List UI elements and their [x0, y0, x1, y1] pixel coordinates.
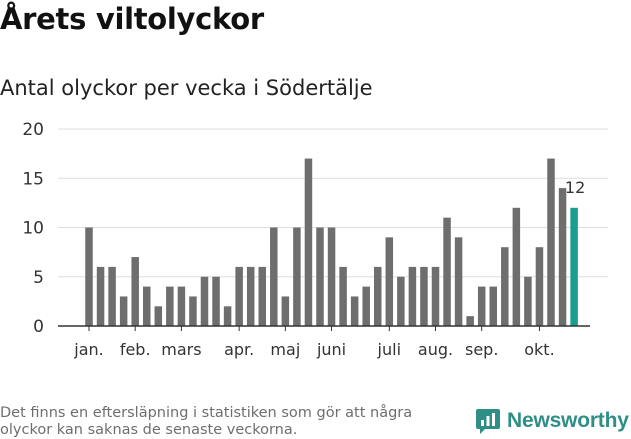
bar-week-10 — [189, 296, 197, 326]
bar-week-14 — [235, 266, 243, 326]
bar-week-12 — [212, 276, 220, 326]
month-label: juli — [377, 340, 401, 359]
bar-week-28 — [397, 276, 405, 326]
bar-week-25 — [362, 286, 370, 326]
data-label-last-week: 12 — [565, 178, 585, 197]
y-tick-label-15: 15 — [22, 169, 44, 189]
bar-week-42 — [558, 188, 567, 326]
month-label: juni — [316, 340, 346, 359]
bar-week-40 — [535, 247, 544, 326]
bar-week-11 — [200, 276, 209, 326]
bar-week-13 — [223, 306, 232, 326]
bar-week-17 — [270, 227, 278, 326]
bar-week-21 — [316, 227, 324, 326]
x-axis-labels: jan. feb. mars apr. maj juni juli aug. sep. okt. — [73, 340, 554, 359]
y-tick-label-20: 20 — [22, 120, 44, 140]
bar-week-5 — [131, 257, 139, 326]
bar-week-30 — [420, 266, 428, 326]
bar-week-29 — [408, 266, 417, 326]
bar-week-35 — [477, 286, 486, 326]
bar-week-33 — [454, 237, 463, 326]
bar-week-18 — [281, 296, 290, 326]
bar-week-38 — [512, 207, 521, 326]
month-label: mars — [161, 340, 201, 359]
bar-week-43 — [570, 207, 578, 326]
y-tick-label-10: 10 — [22, 219, 44, 239]
bar-chart: 0 5 10 15 20 jan. feb. mars apr. maj juni juli aug.… — [22, 120, 608, 359]
chart-title: Årets viltolyckor — [0, 2, 264, 36]
bar-week-37 — [501, 247, 509, 326]
bar-week-34 — [466, 316, 474, 326]
bar-week-9 — [177, 286, 186, 326]
bar-week-24 — [350, 296, 359, 326]
bar-week-7 — [154, 306, 163, 326]
y-axis-labels: 0 5 10 15 20 — [22, 120, 44, 337]
bar-week-22 — [327, 227, 336, 326]
chart-subtitle: Antal olyckor per vecka i Södertälje — [0, 76, 373, 100]
y-tick-label-5: 5 — [33, 268, 44, 288]
month-label: feb. — [120, 340, 151, 359]
bar-week-36 — [489, 286, 497, 326]
brand-name: Newsworthy — [507, 409, 629, 432]
bar-week-2 — [96, 266, 105, 326]
annotations: 12 — [565, 178, 585, 197]
bar-week-23 — [339, 266, 347, 326]
bar-week-16 — [258, 266, 266, 326]
bar-week-19 — [293, 227, 301, 326]
month-label: aug. — [418, 340, 453, 359]
bar-week-20 — [304, 158, 313, 326]
bar-week-8 — [166, 286, 174, 326]
month-label: sep. — [465, 340, 498, 359]
month-label: jan. — [73, 340, 103, 359]
month-label: okt. — [524, 340, 554, 359]
newsworthy-logo-icon — [476, 409, 500, 434]
bar-week-6 — [143, 286, 151, 326]
bar-week-15 — [246, 266, 255, 326]
bar-week-1 — [85, 227, 93, 326]
bar-week-41 — [547, 158, 555, 326]
footnote: Det finns en eftersläpning i statistiken… — [0, 405, 413, 438]
bars — [85, 158, 578, 326]
bar-week-4 — [119, 296, 128, 326]
bar-week-3 — [108, 266, 116, 326]
bar-week-26 — [374, 266, 382, 326]
x-axis — [58, 325, 590, 331]
newsworthy-logo[interactable]: Newsworthy — [475, 406, 629, 436]
bar-week-39 — [524, 276, 532, 326]
month-label: maj — [270, 340, 300, 359]
y-tick-label-0: 0 — [33, 317, 44, 337]
bar-week-27 — [385, 237, 394, 326]
month-label: apr. — [224, 340, 254, 359]
bar-week-32 — [443, 217, 451, 326]
bar-week-31 — [431, 266, 440, 326]
